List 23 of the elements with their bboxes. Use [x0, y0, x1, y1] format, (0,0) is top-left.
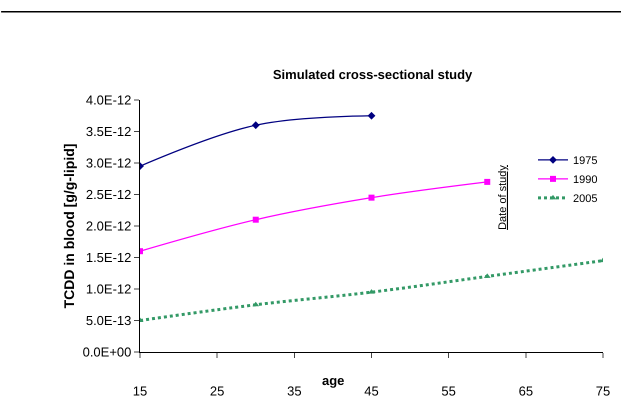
x-tick-label: 25	[210, 384, 224, 399]
legend-label: 1975	[573, 155, 598, 168]
y-tick-label: 1.5E-12	[86, 250, 132, 266]
legend-label: 1990	[573, 174, 598, 186]
y-tick-label: 4.0E-12	[86, 92, 132, 108]
x-tick-label: 45	[364, 384, 379, 399]
x-tick-label: 65	[518, 384, 534, 399]
legend-label: 2005	[573, 193, 598, 206]
chart-title: Simulated cross-sectional study	[272, 66, 474, 82]
y-tick-label: 5.0E-13	[86, 313, 132, 328]
y-tick-label: 3.5E-12	[86, 124, 132, 140]
x-tick-label: 55	[441, 384, 456, 399]
x-tick-label: 15	[132, 384, 148, 399]
x-tick-label: 75	[596, 384, 610, 399]
x-tick-label: 35	[287, 384, 302, 399]
x-axis-title: age	[322, 373, 344, 388]
legend-title: Date of study	[496, 164, 509, 230]
y-tick-label: 2.0E-12	[86, 218, 132, 234]
y-tick-label: 0.0E+00	[82, 344, 132, 360]
y-tick-label: 2.5E-12	[86, 187, 132, 202]
y-tick-label: 3.0E-12	[86, 156, 132, 171]
y-axis-title: TCDD in blood [g/g-lipid]	[61, 144, 78, 308]
y-tick-label: 1.0E-12	[86, 282, 132, 297]
